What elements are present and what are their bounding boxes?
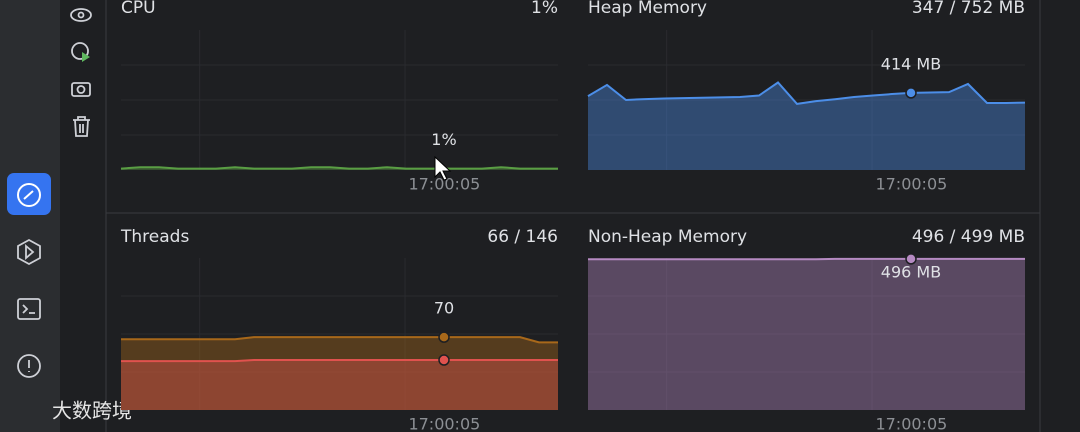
eye-icon[interactable] xyxy=(70,8,92,22)
hover-label: 414 MB xyxy=(881,54,941,73)
panel-title: Non-Heap Memory xyxy=(588,227,747,247)
panels: CPU 1% 1% 17:00:05 Heap Memory 347 / 752 MB 41… xyxy=(120,0,1026,432)
area-fill xyxy=(121,337,558,410)
area-fill xyxy=(121,360,558,410)
right-edge xyxy=(1041,0,1080,432)
series-line xyxy=(120,166,558,170)
series-line xyxy=(587,81,1026,105)
timer-icon[interactable] xyxy=(71,42,90,62)
watermark: 大数跨境 xyxy=(52,399,132,423)
hover-label: 70 xyxy=(434,299,454,318)
hover-point xyxy=(438,331,450,343)
panel-title: CPU xyxy=(121,0,156,18)
trash-icon[interactable] xyxy=(73,116,90,137)
terminal-icon[interactable] xyxy=(17,298,41,320)
hover-label: 1% xyxy=(431,130,456,149)
problems-icon[interactable] xyxy=(17,354,41,378)
camera-icon[interactable] xyxy=(71,82,91,97)
tool-strip xyxy=(0,0,60,432)
time-label: 17:00:05 xyxy=(875,175,947,194)
area-fill xyxy=(588,258,1025,410)
panel-summary: 347 / 752 MB xyxy=(912,0,1025,18)
panel-summary: 496 / 499 MB xyxy=(912,227,1025,247)
run-icon[interactable] xyxy=(17,238,41,266)
hover-label: 496 MB xyxy=(881,262,941,281)
toolbar xyxy=(60,0,106,432)
hover-point xyxy=(905,253,917,265)
panel-summary: 1% xyxy=(531,0,558,18)
time-label: 17:00:05 xyxy=(408,415,480,432)
time-label: 17:00:05 xyxy=(875,415,947,432)
time-label: 17:00:05 xyxy=(408,175,480,194)
area-fill xyxy=(588,82,1025,170)
gauge-icon xyxy=(17,183,41,207)
series-line xyxy=(121,359,558,363)
hover-point xyxy=(905,87,917,99)
series-line xyxy=(121,336,558,344)
mouse-cursor xyxy=(434,155,452,181)
panel-summary: 66 / 146 xyxy=(487,227,558,247)
panel-title: Threads xyxy=(120,227,189,247)
hover-point xyxy=(438,354,450,366)
panel-title: Heap Memory xyxy=(588,0,707,18)
